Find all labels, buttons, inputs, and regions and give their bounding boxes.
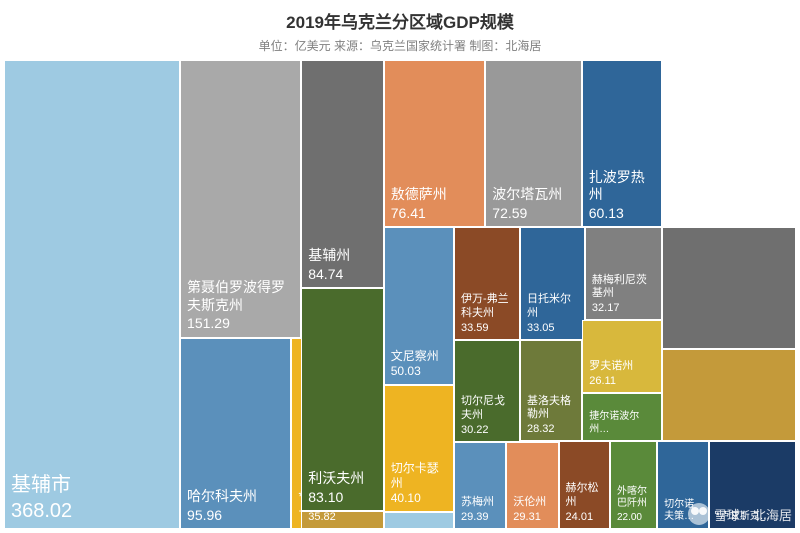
cell-value: 22.00: [617, 511, 650, 524]
cell-label: 敖德萨州: [391, 186, 479, 204]
treemap-cell: 罗夫诺州26.11: [582, 320, 662, 393]
treemap-cell: [662, 227, 796, 349]
cell-value: 24.01: [566, 510, 603, 524]
cell-value: 151.29: [187, 314, 294, 332]
treemap-cell: 扎波罗热州60.13: [582, 60, 662, 227]
cell-label: 沃伦州: [513, 496, 551, 510]
cell-label: 基辅州: [308, 247, 377, 265]
watermark: 雪球：北海居: [688, 503, 792, 525]
cell-value: 40.10: [391, 491, 447, 507]
treemap-cell: 切尔尼戈夫州30.22: [454, 340, 520, 442]
chart-container: 2019年乌克兰分区域GDP规模 单位：亿美元 来源：乌克兰国家统计署 制图：北…: [0, 0, 800, 533]
treemap-cell: [662, 349, 796, 441]
cell-value: 33.59: [461, 321, 513, 335]
cell-label: 捷尔诺波尔州…: [589, 411, 655, 436]
chart-title: 2019年乌克兰分区域GDP规模: [0, 0, 800, 33]
cell-value: 368.02: [11, 498, 173, 524]
cell-value: 35.82: [308, 511, 377, 524]
treemap-cell: 基辅市368.02: [4, 60, 180, 529]
cell-label: 苏梅州: [461, 496, 499, 510]
treemap-cell: 苏梅州29.39: [454, 442, 506, 529]
treemap-cell: 赫梅利尼茨基州32.17: [585, 227, 662, 320]
watermark-text: 雪球：北海居: [714, 505, 792, 524]
treemap-plot: 基辅市368.02第聂伯罗波得罗夫斯克州151.29哈尔科夫州95.96*顿涅茨…: [4, 60, 796, 529]
cell-label: 赫梅利尼茨基州: [592, 274, 655, 302]
cell-value: 60.13: [589, 204, 655, 222]
treemap-cell: 文尼察州50.03: [384, 227, 454, 385]
cell-label: 哈尔科夫州: [187, 488, 284, 506]
cell-label: 利沃夫州: [308, 470, 377, 488]
cell-value: 76.41: [391, 204, 479, 222]
cell-label: 赫尔松州: [566, 482, 603, 510]
treemap-cell: [384, 512, 454, 529]
cell-label: 第聂伯罗波得罗夫斯克州: [187, 279, 294, 314]
treemap-cell: 尼古拉耶夫州35.82: [301, 511, 384, 529]
treemap-cell: 哈尔科夫州95.96: [180, 338, 291, 529]
cell-value: 33.05: [527, 321, 578, 335]
cell-value: 95.96: [187, 506, 284, 524]
treemap-cell: 外喀尔巴阡州22.00: [610, 441, 657, 529]
treemap-cell: 波尔塔瓦州72.59: [485, 60, 581, 227]
cell-value: 84.74: [308, 265, 377, 283]
treemap-cell: 赫尔松州24.01: [559, 441, 610, 529]
chart-subtitle: 单位：亿美元 来源：乌克兰国家统计署 制图：北海居: [0, 37, 800, 54]
treemap-cell: 捷尔诺波尔州…: [582, 393, 662, 441]
cell-label: 基辅市: [11, 473, 173, 498]
treemap-cell: 敖德萨州76.41: [384, 60, 486, 227]
cell-label: 扎波罗热州: [589, 169, 655, 204]
treemap-cell: 沃伦州29.31: [506, 442, 558, 529]
cell-value: 83.10: [308, 488, 377, 506]
cell-label: 外喀尔巴阡州: [617, 486, 650, 511]
cell-label: 日托米尔州: [527, 293, 578, 321]
cell-value: 50.03: [391, 364, 447, 380]
cell-label: 切尔卡瑟州: [391, 461, 447, 491]
cell-value: 28.32: [527, 422, 575, 436]
cell-label: 波尔塔瓦州: [492, 186, 574, 204]
treemap-cell: 基辅州84.74: [301, 60, 384, 288]
watermark-icon: [688, 503, 710, 525]
cell-label: 伊万-弗兰科夫州: [461, 293, 513, 321]
treemap-cell: 基洛夫格勒州28.32: [520, 340, 582, 441]
treemap-cell: 伊万-弗兰科夫州33.59: [454, 227, 520, 340]
cell-value: 72.59: [492, 204, 574, 222]
cell-value: 29.39: [461, 510, 499, 524]
treemap-cell: 第聂伯罗波得罗夫斯克州151.29: [180, 60, 301, 338]
cell-value: 30.22: [461, 423, 513, 437]
cell-value: 26.11: [589, 374, 655, 388]
treemap-cell: 利沃夫州83.10: [301, 288, 384, 511]
cell-label: 罗夫诺州: [589, 360, 655, 374]
cell-label: 文尼察州: [391, 349, 447, 364]
cell-value: 29.31: [513, 510, 551, 524]
treemap-cell: 日托米尔州33.05: [520, 227, 585, 340]
cell-label: 基洛夫格勒州: [527, 395, 575, 423]
cell-value: 32.17: [592, 301, 655, 315]
treemap-cell: 切尔卡瑟州40.10: [384, 385, 454, 512]
cell-label: 切尔尼戈夫州: [461, 395, 513, 423]
